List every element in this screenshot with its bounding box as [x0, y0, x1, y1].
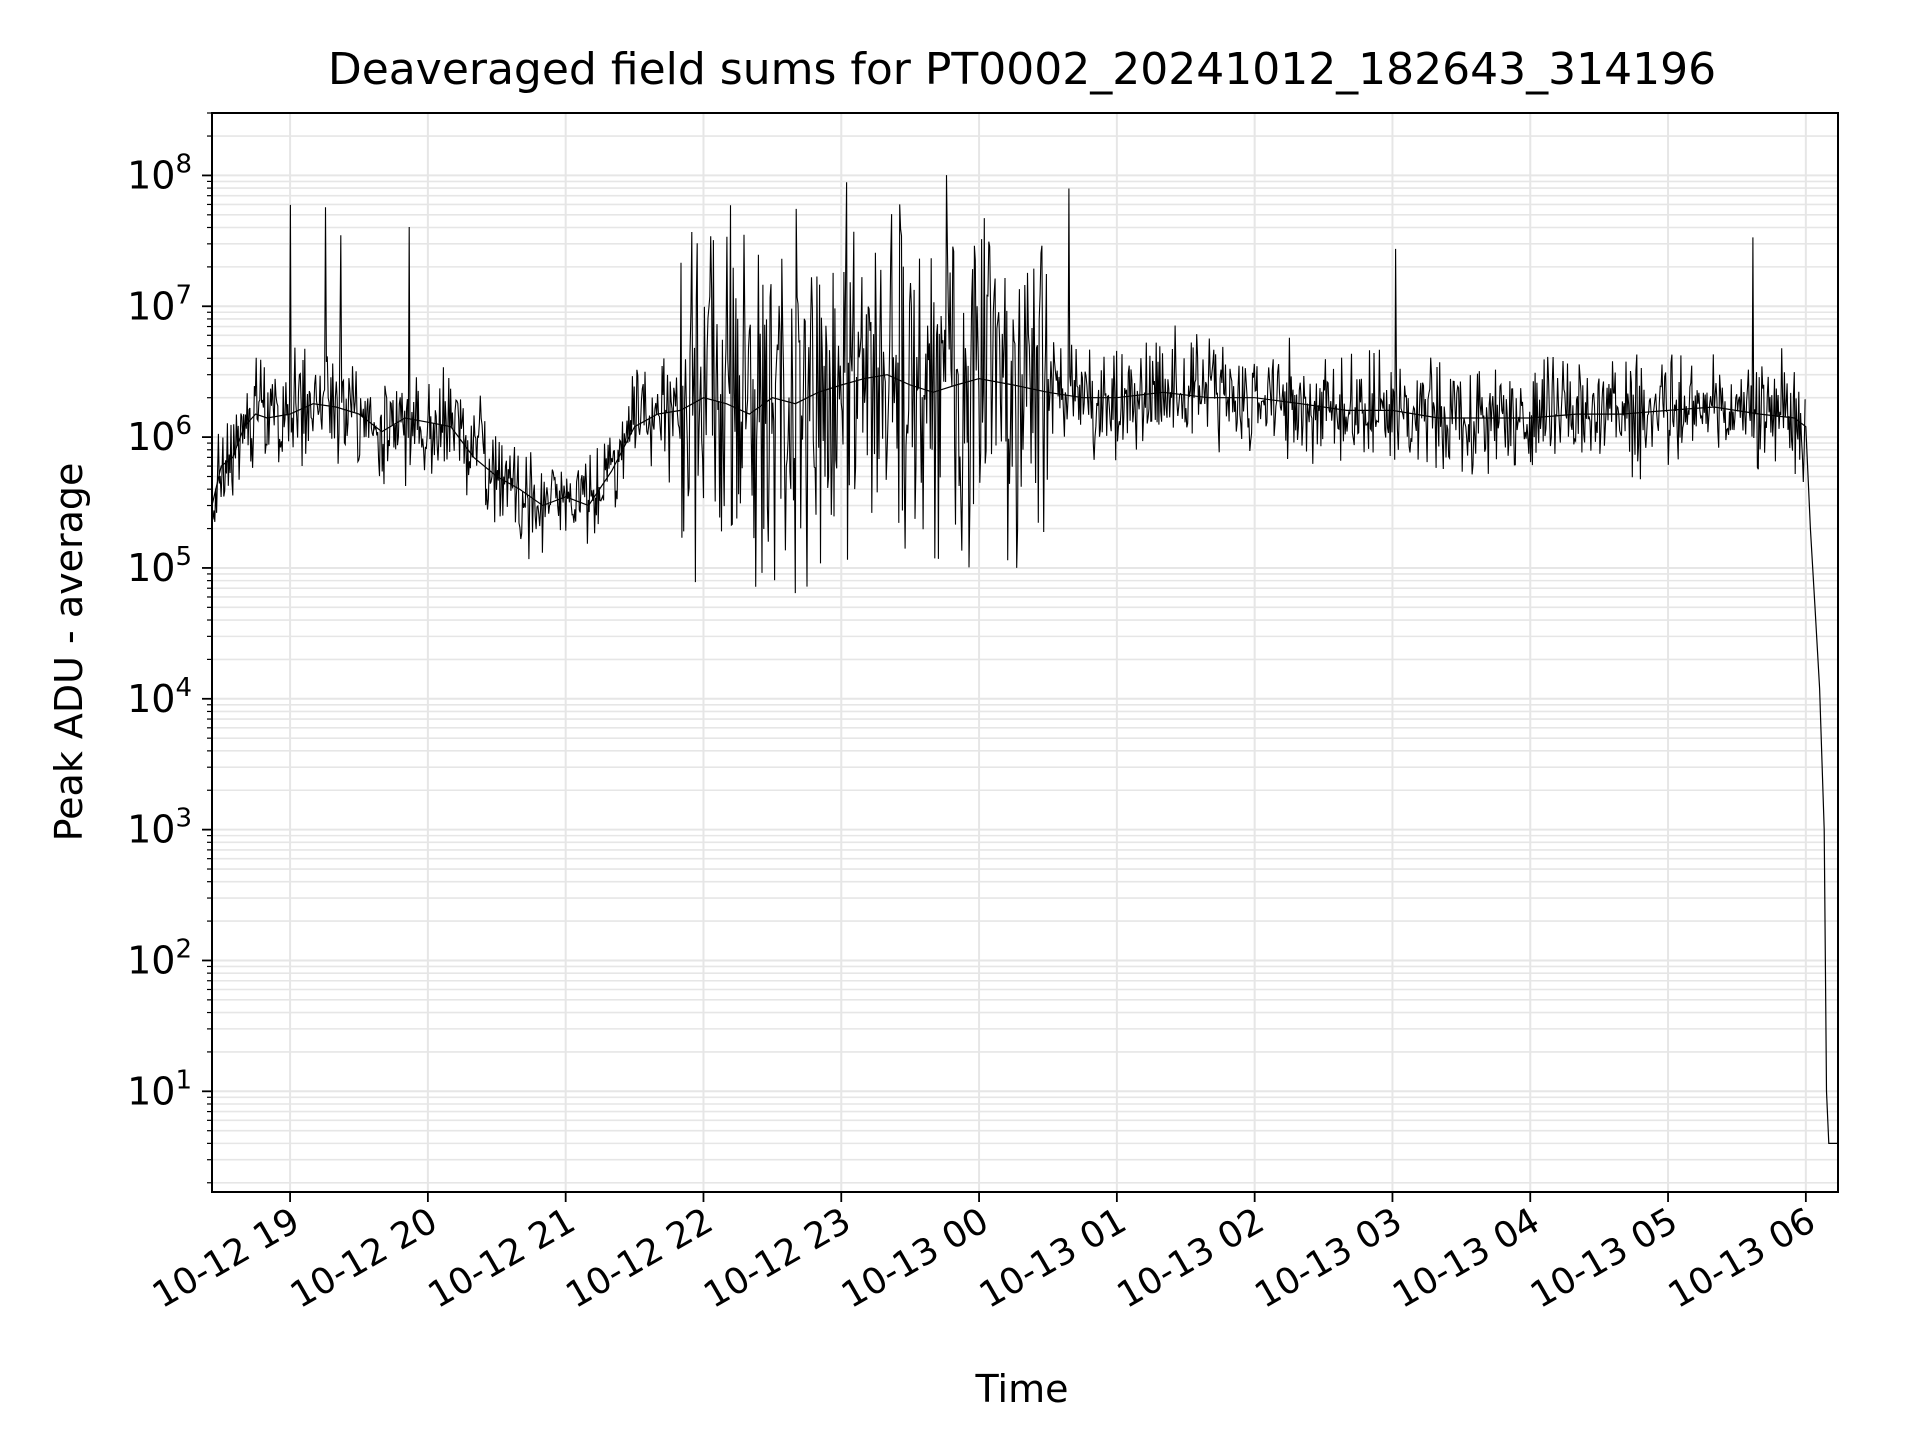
y-axis: 101 102 103 104 105 106 107 108: [127, 112, 212, 1184]
series-line: [211, 374, 1838, 1144]
x-axis-label: Time: [975, 1367, 1069, 1411]
series-noise-trace: [212, 175, 1806, 594]
y-tick-label: 105: [127, 542, 192, 590]
grid: [212, 112, 1838, 1192]
y-tick-label: 107: [127, 280, 192, 328]
chart-title: Deaveraged field sums for PT0002_2024101…: [328, 44, 1716, 95]
plot-frame: [211, 112, 1839, 1193]
y-tick-label: 106: [127, 411, 192, 459]
y-tick-label: 108: [127, 149, 192, 197]
y-tick-label: 101: [127, 1065, 192, 1113]
y-tick-label: 102: [127, 934, 192, 982]
noise-layer: [212, 175, 1806, 594]
y-tick-label: 103: [127, 804, 192, 852]
y-tick-label: 104: [127, 673, 192, 721]
y-axis-label: Peak ADU - average: [47, 463, 91, 842]
